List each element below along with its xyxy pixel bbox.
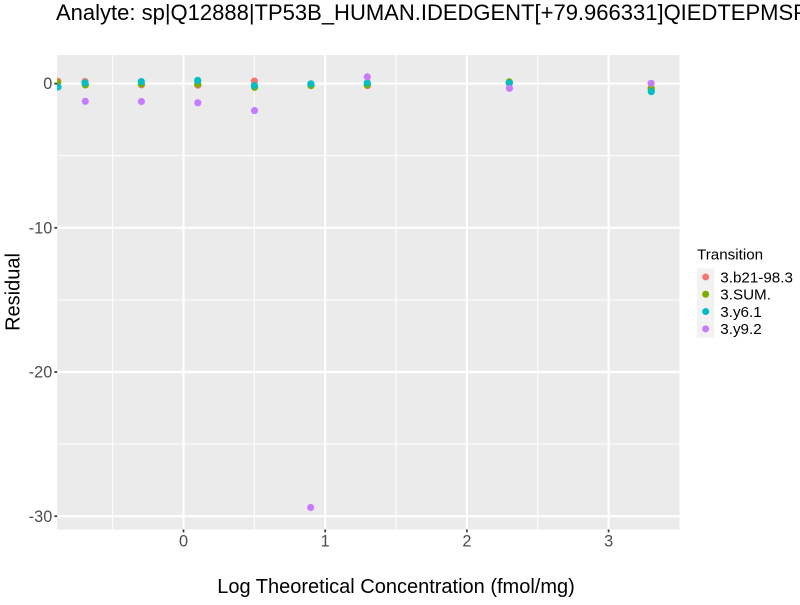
svg-text:Log Theoretical Concentration: Log Theoretical Concentration (fmol/mg): [217, 576, 575, 598]
svg-text:-10: -10: [29, 219, 53, 237]
svg-text:Analyte: sp|Q12888|TP53B_HUMAN: Analyte: sp|Q12888|TP53B_HUMAN.IDEDGENT[…: [56, 0, 800, 25]
svg-text:0: 0: [179, 532, 188, 550]
svg-text:3.y6.1: 3.y6.1: [720, 304, 761, 321]
svg-text:2: 2: [462, 532, 471, 550]
svg-text:-30: -30: [29, 508, 53, 526]
svg-text:0: 0: [43, 75, 52, 93]
svg-text:Residual: Residual: [3, 253, 25, 331]
svg-text:3: 3: [604, 532, 613, 550]
svg-text:3.y9.2: 3.y9.2: [720, 321, 761, 338]
svg-text:3.b21-98.3: 3.b21-98.3: [720, 269, 793, 286]
svg-text:Transition: Transition: [697, 246, 763, 263]
svg-text:3.SUM.: 3.SUM.: [720, 287, 771, 304]
svg-text:-20: -20: [29, 364, 53, 382]
svg-text:1: 1: [321, 532, 330, 550]
